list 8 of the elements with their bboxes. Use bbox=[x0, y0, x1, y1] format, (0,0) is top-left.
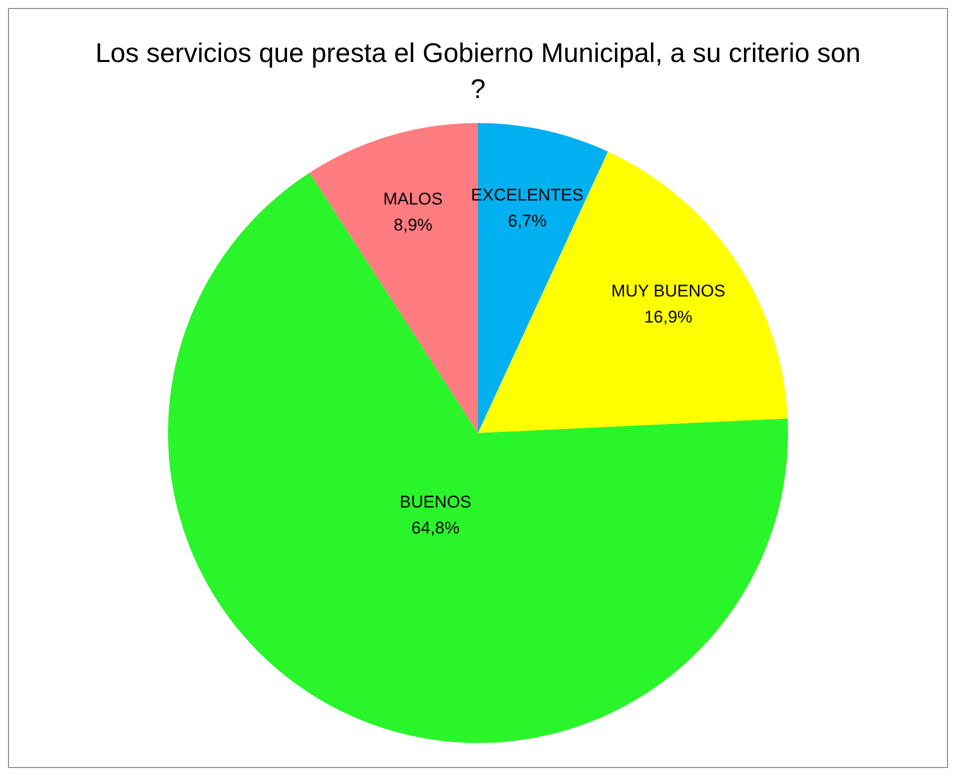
data-label: 6,7% bbox=[508, 212, 547, 231]
data-label: 8,9% bbox=[394, 216, 432, 235]
slice-label: BUENOS bbox=[400, 492, 472, 512]
slice-label: MUY BUENOS bbox=[611, 282, 726, 301]
data-label: 64,8% bbox=[411, 518, 460, 538]
slice-label: MALOS bbox=[383, 190, 443, 209]
chart-title: Los servicios que presta el Gobierno Municipal, a su criterio son ? bbox=[94, 37, 862, 106]
data-label: 16,9% bbox=[644, 308, 692, 327]
